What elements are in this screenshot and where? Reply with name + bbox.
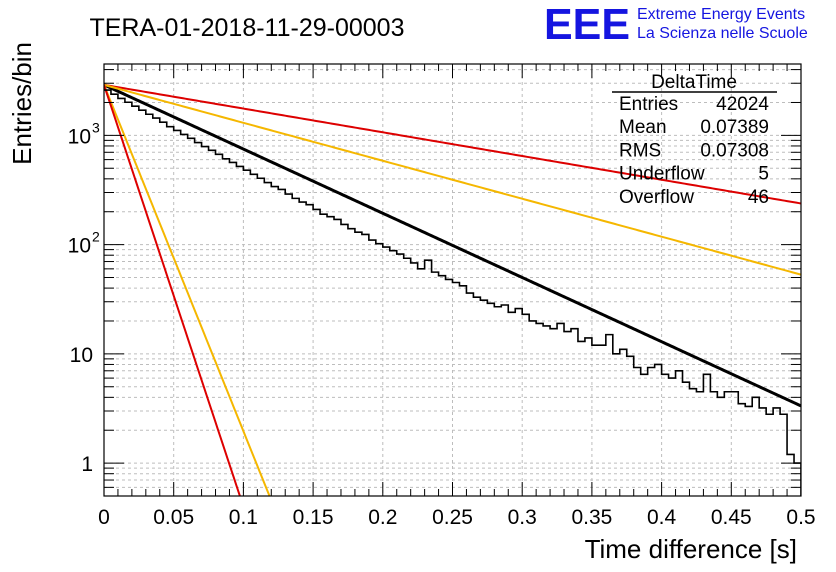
x-tick-label: 0.05 bbox=[153, 506, 194, 529]
y-tick-label: 1 bbox=[81, 453, 93, 476]
stats-row-value: 5 bbox=[758, 164, 769, 185]
stats-row-label: Underflow bbox=[619, 164, 705, 185]
fit-curve bbox=[104, 84, 241, 496]
x-tick-label: 0.35 bbox=[571, 506, 612, 529]
stats-row-value: 46 bbox=[748, 187, 769, 208]
grid-lines bbox=[104, 64, 801, 497]
x-tick-label: 0.15 bbox=[293, 506, 334, 529]
y-tick-label-group: 10 2 bbox=[68, 229, 100, 258]
fit-curve bbox=[104, 83, 801, 408]
x-tick-label: 0.1 bbox=[229, 506, 258, 529]
y-tick-label-group: 1 bbox=[81, 453, 93, 476]
stats-row-value: 42024 bbox=[716, 94, 769, 115]
eee-logo: EEE Extreme Energy Events La Scienza nel… bbox=[544, 0, 808, 49]
eee-logo-line2: La Scienza nelle Scuole bbox=[637, 25, 808, 42]
stats-row-value: 0.07308 bbox=[700, 140, 769, 161]
y-tick-label: 10 bbox=[70, 344, 93, 367]
eee-logo-mark: EEE bbox=[544, 0, 630, 49]
y-tick-label: 10 bbox=[68, 125, 91, 148]
y-tick-exponent: 3 bbox=[92, 119, 100, 135]
histogram-series bbox=[104, 89, 801, 496]
x-tick-label: 0.2 bbox=[368, 506, 397, 529]
axes: 0 0.05 0.1 0.15 0.2 0.25 0.3 0.35 0.4 0.45 0.51101… bbox=[68, 64, 816, 529]
x-tick-label: 0 bbox=[98, 506, 110, 529]
y-tick-label-group: 10 3 bbox=[68, 119, 100, 148]
eee-logo-line1: Extreme Energy Events bbox=[637, 6, 805, 23]
fit-curve bbox=[104, 83, 801, 205]
y-tick-label: 10 bbox=[68, 235, 91, 258]
x-tick-label: 0.3 bbox=[508, 506, 537, 529]
stats-title: DeltaTime bbox=[651, 72, 737, 93]
y-axis-label: Entries/bin bbox=[7, 42, 37, 165]
x-tick-label: 0.5 bbox=[786, 506, 815, 529]
y-tick-label-group: 10 bbox=[70, 344, 93, 367]
x-tick-label: 0.25 bbox=[432, 506, 473, 529]
stats-row-label: Mean bbox=[619, 117, 667, 138]
stats-row-label: Entries bbox=[619, 94, 678, 115]
y-tick-exponent: 2 bbox=[92, 229, 100, 245]
fit-curve bbox=[104, 84, 271, 496]
stats-row-label: RMS bbox=[619, 140, 661, 161]
chart-title: TERA-01-2018-11-29-00003 bbox=[89, 14, 404, 42]
stats-row-value: 0.07389 bbox=[700, 117, 769, 138]
stats-box: DeltaTime Entries 42024 Mean 0.07389 RMS 0.07… bbox=[612, 72, 777, 208]
fit-curves bbox=[104, 83, 801, 496]
x-axis-label: Time difference [s] bbox=[585, 534, 797, 564]
fit-curve bbox=[104, 83, 801, 276]
stats-row-label: Overflow bbox=[619, 187, 694, 208]
x-tick-label: 0.45 bbox=[711, 506, 752, 529]
histogram-outline bbox=[104, 89, 801, 496]
x-tick-label: 0.4 bbox=[647, 506, 677, 529]
